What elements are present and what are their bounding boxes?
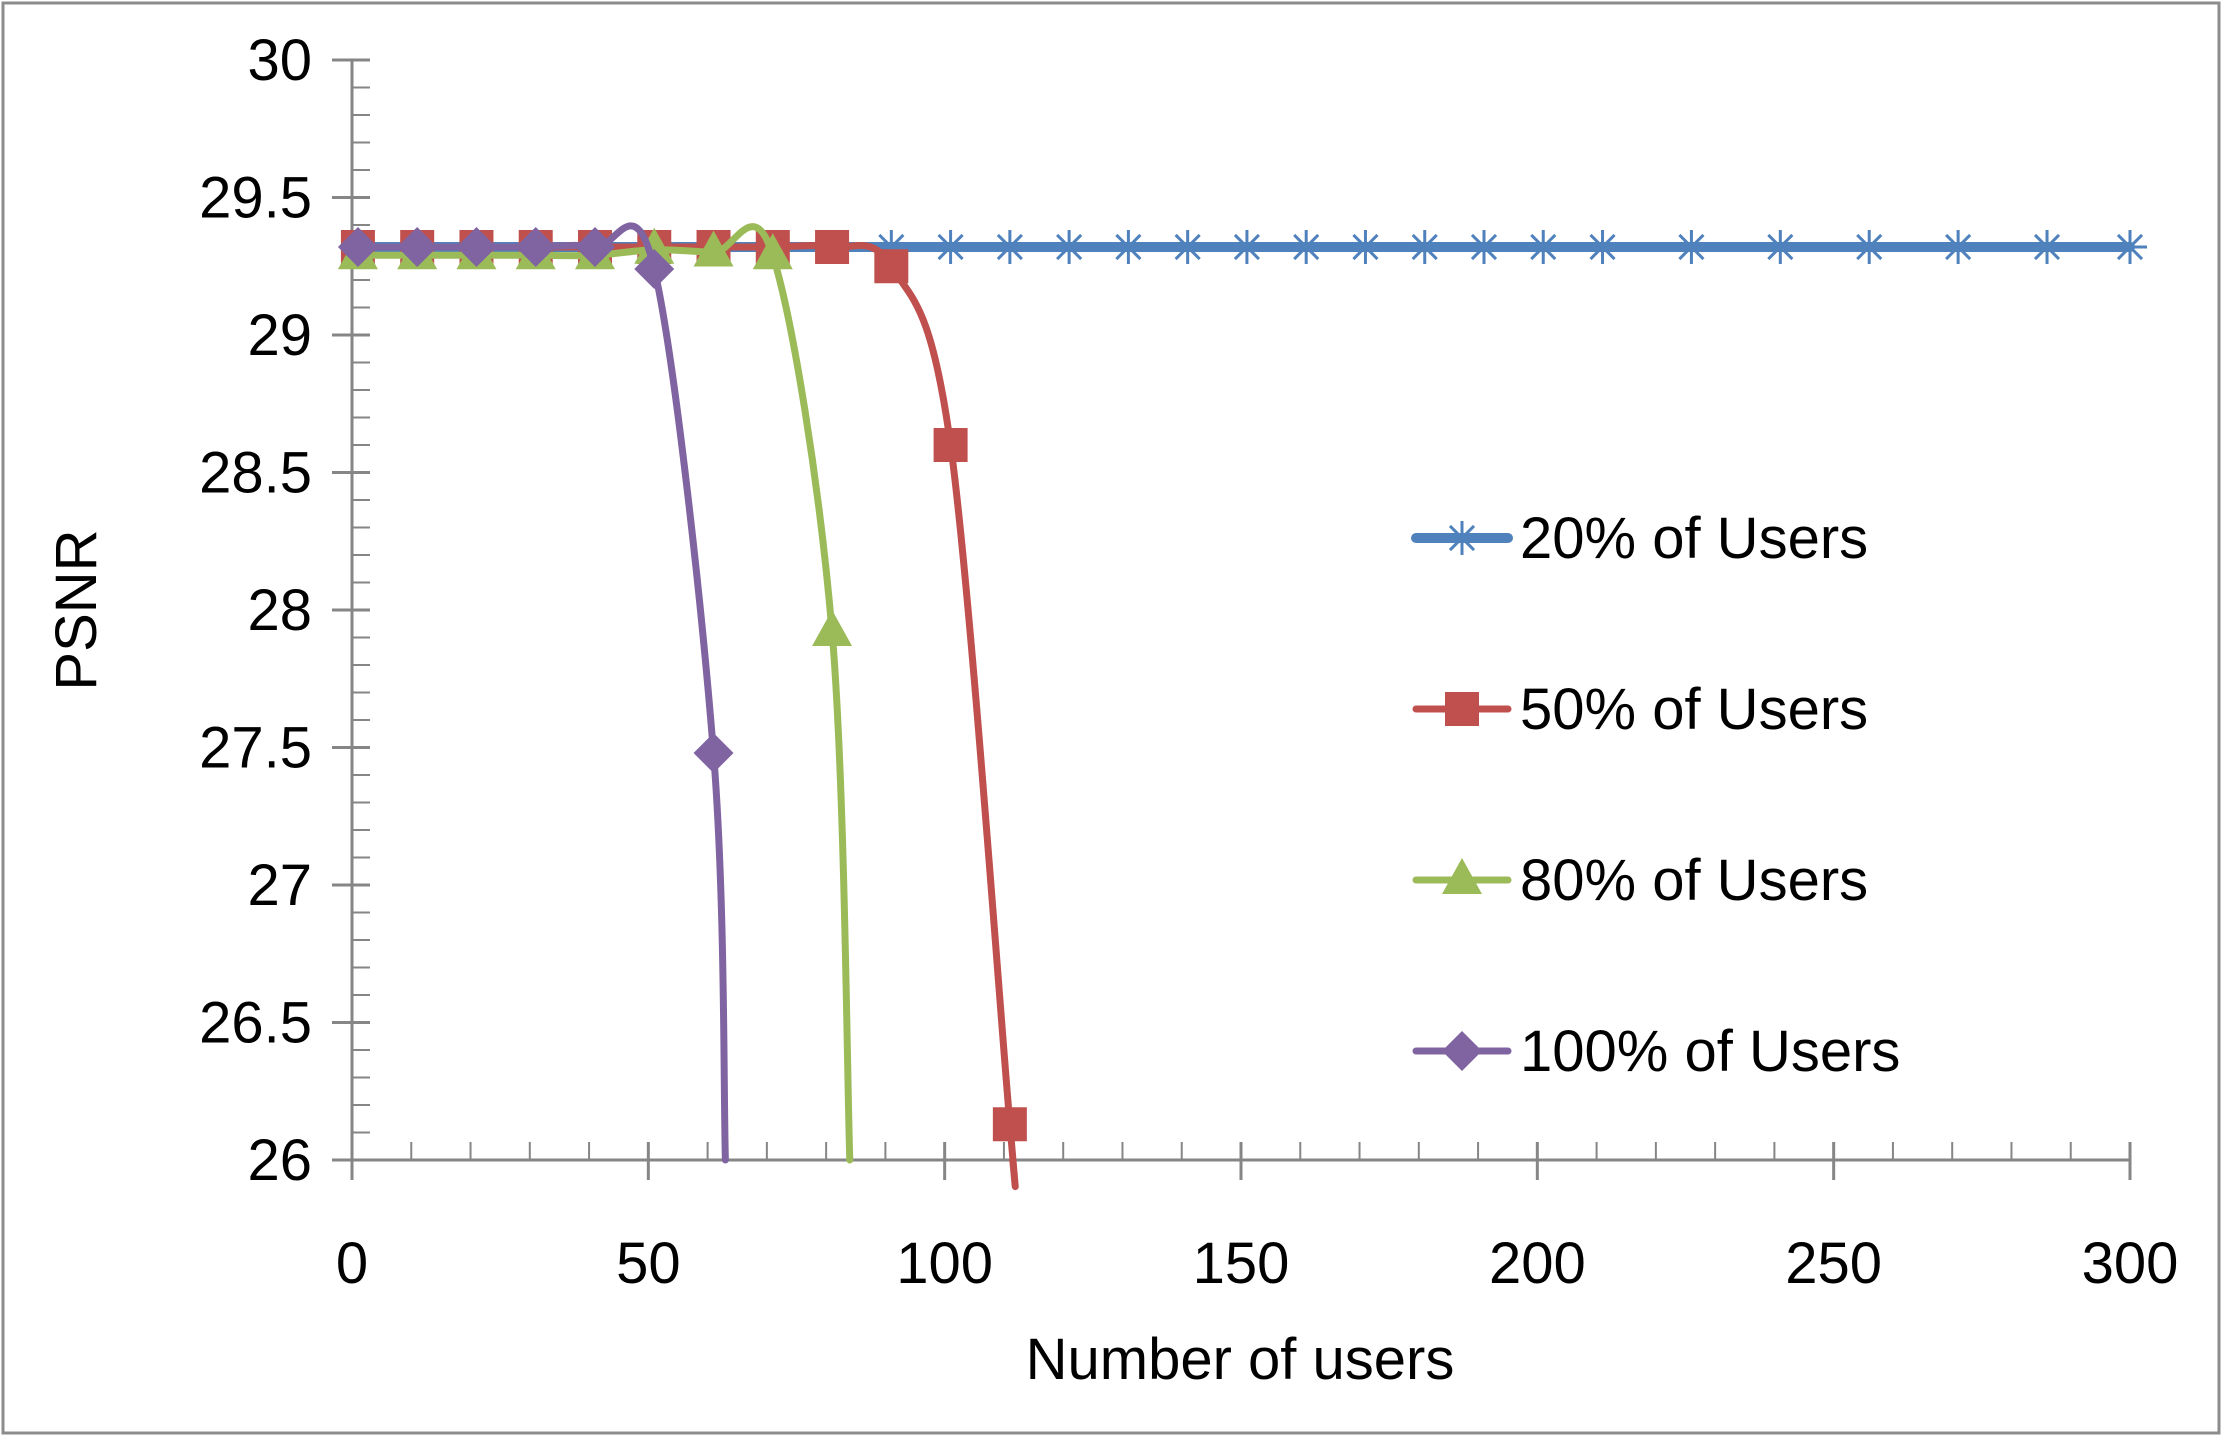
legend: 20% of Users 50% of Users 80% of Users 100%… xyxy=(1411,506,1900,1084)
legend-label: 100% of Users xyxy=(1520,1019,1900,1084)
legend-label: 50% of Users xyxy=(1520,677,1868,742)
data-point xyxy=(1348,230,1383,264)
data-point xyxy=(2113,230,2147,264)
data-point xyxy=(1170,230,1205,264)
y-tick-label: 29 xyxy=(247,303,312,368)
data-point xyxy=(515,227,556,267)
data-point xyxy=(1407,230,1442,264)
data-point xyxy=(1585,230,1620,264)
data-point xyxy=(693,733,734,773)
data-point xyxy=(812,610,853,646)
data-point xyxy=(752,233,793,270)
data-point xyxy=(337,227,378,267)
data-point xyxy=(1466,230,1501,264)
data-point xyxy=(933,230,968,264)
x-tick-label: 200 xyxy=(1489,1231,1586,1296)
series-layer xyxy=(337,222,2147,1191)
data-point xyxy=(874,249,909,284)
data-point xyxy=(1674,230,1709,264)
legend-marker xyxy=(1445,521,1479,555)
data-point xyxy=(1229,230,1264,264)
x-tick-label: 300 xyxy=(2082,1231,2179,1296)
legend-entry-1: 20% of Users xyxy=(1411,506,1868,571)
data-point xyxy=(815,230,850,264)
y-axis-title: PSNR xyxy=(44,529,109,690)
data-point xyxy=(1852,230,1887,264)
legend-marker xyxy=(1442,858,1482,894)
data-point xyxy=(992,1107,1027,1142)
x-tick-label: 50 xyxy=(616,1231,681,1296)
data-point xyxy=(456,227,497,267)
legend-entry-2: 50% of Users xyxy=(1412,677,1868,742)
data-point xyxy=(1111,230,1146,264)
y-tick-label: 28.5 xyxy=(199,441,312,506)
data-point xyxy=(1052,230,1087,264)
data-point xyxy=(397,227,438,267)
series-4 xyxy=(337,222,734,1164)
data-point xyxy=(1763,230,1798,264)
data-point xyxy=(634,249,675,289)
data-point xyxy=(1526,230,1561,264)
x-tick-label: 100 xyxy=(896,1231,993,1296)
data-point xyxy=(992,230,1027,264)
y-tick-label: 26 xyxy=(247,1128,312,1193)
y-tick-label: 28 xyxy=(247,578,312,643)
legend-entry-3: 80% of Users xyxy=(1412,848,1868,913)
data-point xyxy=(574,227,615,267)
legend-label: 80% of Users xyxy=(1520,848,1868,913)
legend-label: 20% of Users xyxy=(1520,506,1868,571)
legend-entry-4: 100% of Users xyxy=(1412,1019,1900,1084)
y-tick-label: 29.5 xyxy=(199,166,312,231)
y-tick-label: 26.5 xyxy=(199,991,312,1056)
data-point xyxy=(693,230,734,267)
legend-marker xyxy=(1442,1031,1482,1071)
data-point xyxy=(1941,230,1976,264)
y-tick-label: 30 xyxy=(247,28,312,93)
x-tick-label: 0 xyxy=(336,1231,368,1296)
data-point xyxy=(2030,230,2065,264)
x-axis-title: Number of users xyxy=(1026,1327,1455,1392)
data-point xyxy=(634,227,675,264)
legend-marker xyxy=(1445,692,1479,726)
y-tick-label: 27.5 xyxy=(199,716,312,781)
x-tick-label: 150 xyxy=(1193,1231,1290,1296)
y-tick-label: 27 xyxy=(247,853,312,918)
data-point xyxy=(933,428,968,462)
x-tick-label: 250 xyxy=(1785,1231,1882,1296)
data-point xyxy=(1289,230,1324,264)
